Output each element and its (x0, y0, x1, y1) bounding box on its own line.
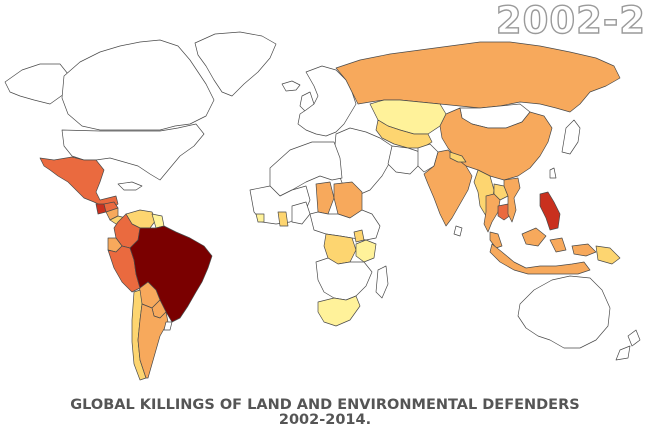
region-uganda (353, 229, 365, 243)
region-southern-africa (315, 257, 373, 301)
region-caribbean (117, 181, 143, 191)
region-sri-lanka (453, 225, 463, 237)
region-tanzania (355, 239, 377, 263)
region-ghana (277, 211, 289, 227)
region-philippines (539, 191, 561, 231)
region-iceland (281, 80, 301, 92)
region-iran (387, 145, 421, 175)
region-canada (61, 39, 215, 131)
region-australia (517, 275, 611, 349)
region-mexico (39, 156, 119, 211)
region-indonesia (489, 237, 597, 275)
region-liberia (255, 213, 265, 223)
map-caption: GLOBAL KILLINGS OF LAND AND ENVIRONMENTA… (0, 398, 650, 428)
region-guyana (151, 213, 165, 229)
region-nepal (449, 151, 467, 163)
region-chad (315, 181, 335, 215)
region-greenland (194, 31, 277, 97)
region-vietnam (503, 177, 521, 223)
region-malaysia (489, 227, 547, 249)
region-alaska (4, 63, 69, 105)
caption-line-2: 2002-2014. (278, 412, 372, 428)
year-label: 2002-2 (495, 0, 646, 42)
region-papua-new-guinea (595, 245, 621, 265)
region-japan (561, 119, 581, 155)
region-brazil (129, 225, 213, 323)
region-taiwan (549, 167, 557, 179)
region-new-zealand (615, 329, 641, 361)
region-madagascar (375, 265, 389, 299)
caption-line-1: GLOBAL KILLINGS OF LAND AND ENVIRONMENTA… (70, 397, 580, 413)
region-argentina (137, 303, 169, 379)
region-thailand (483, 193, 501, 233)
region-uruguay (163, 321, 173, 331)
region-nigeria (291, 201, 311, 225)
region-south-africa (317, 295, 361, 327)
